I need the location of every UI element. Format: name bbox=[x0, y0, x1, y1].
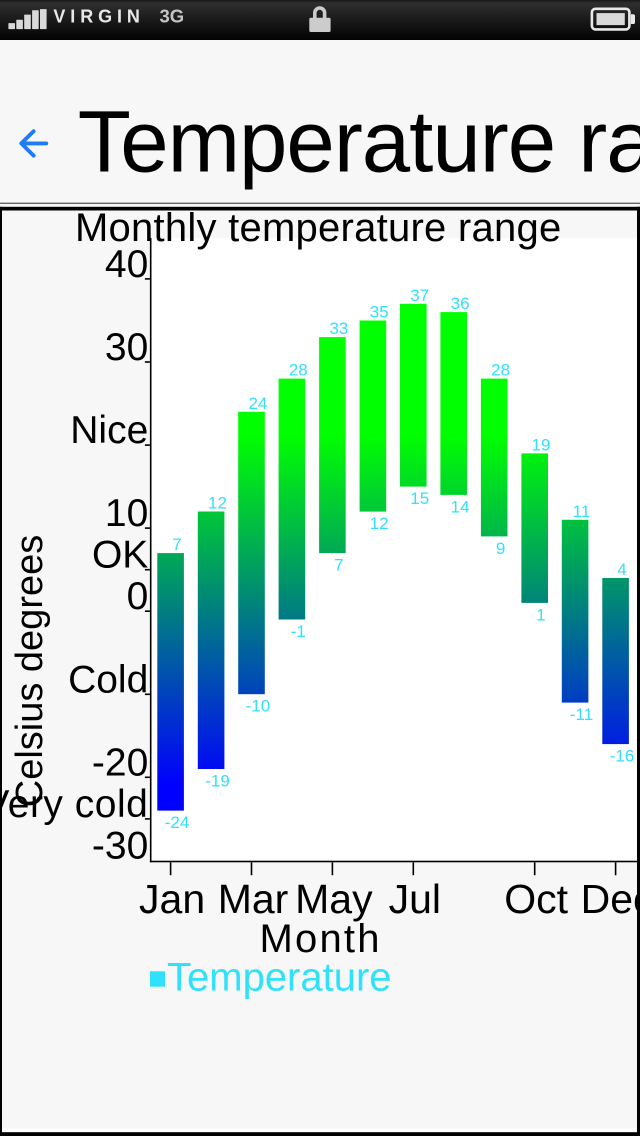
svg-text:24: 24 bbox=[248, 394, 267, 413]
svg-text:30: 30 bbox=[105, 326, 148, 369]
svg-text:-1: -1 bbox=[291, 622, 306, 641]
svg-text:-30: -30 bbox=[92, 824, 148, 867]
svg-text:VIRGIN: VIRGIN bbox=[53, 7, 144, 27]
svg-text:OK: OK bbox=[92, 534, 148, 577]
svg-text:-10: -10 bbox=[246, 697, 271, 716]
svg-text:-20: -20 bbox=[92, 741, 148, 784]
svg-text:Celsius degrees: Celsius degrees bbox=[9, 535, 51, 807]
svg-text:37: 37 bbox=[410, 286, 429, 305]
svg-text:14: 14 bbox=[451, 497, 470, 516]
svg-text:-16: -16 bbox=[610, 747, 635, 766]
svg-text:36: 36 bbox=[451, 294, 470, 313]
svg-text:-19: -19 bbox=[205, 771, 230, 790]
svg-text:Very cold: Very cold bbox=[0, 783, 148, 826]
svg-text:-11: -11 bbox=[570, 705, 593, 724]
svg-text:Mar: Mar bbox=[218, 876, 289, 922]
svg-text:Nice: Nice bbox=[70, 409, 148, 452]
svg-text:Temperature: Temperature bbox=[167, 956, 392, 1000]
svg-text:12: 12 bbox=[370, 514, 389, 533]
svg-text:Jul: Jul bbox=[389, 876, 441, 922]
svg-text:19: 19 bbox=[532, 436, 551, 455]
svg-text:28: 28 bbox=[289, 361, 308, 380]
svg-text:11: 11 bbox=[573, 502, 591, 521]
svg-text:3G: 3G bbox=[160, 6, 185, 27]
svg-text:Month: Month bbox=[260, 917, 382, 961]
svg-text:28: 28 bbox=[491, 361, 510, 380]
svg-text:7: 7 bbox=[334, 556, 343, 575]
svg-text:4: 4 bbox=[617, 560, 626, 579]
svg-text:35: 35 bbox=[370, 303, 389, 322]
svg-text:-24: -24 bbox=[165, 813, 190, 832]
svg-text:33: 33 bbox=[329, 319, 348, 338]
svg-text:10: 10 bbox=[105, 492, 148, 535]
svg-text:0: 0 bbox=[127, 575, 149, 618]
svg-text:Oct: Oct bbox=[504, 876, 568, 922]
svg-text:1: 1 bbox=[536, 605, 545, 624]
svg-text:Monthly temperature range: Monthly temperature range bbox=[75, 206, 562, 250]
svg-text:40: 40 bbox=[105, 243, 148, 286]
svg-text:15: 15 bbox=[410, 489, 429, 508]
svg-text:Dec: Dec bbox=[581, 876, 640, 922]
svg-text:May: May bbox=[295, 876, 373, 922]
svg-text:Cold: Cold bbox=[68, 658, 148, 701]
svg-text:Temperature range: Temperature range bbox=[78, 94, 640, 191]
svg-text:12: 12 bbox=[208, 494, 227, 513]
svg-text:9: 9 bbox=[496, 539, 505, 558]
svg-text:Jan: Jan bbox=[139, 876, 205, 922]
svg-text:7: 7 bbox=[172, 535, 181, 554]
